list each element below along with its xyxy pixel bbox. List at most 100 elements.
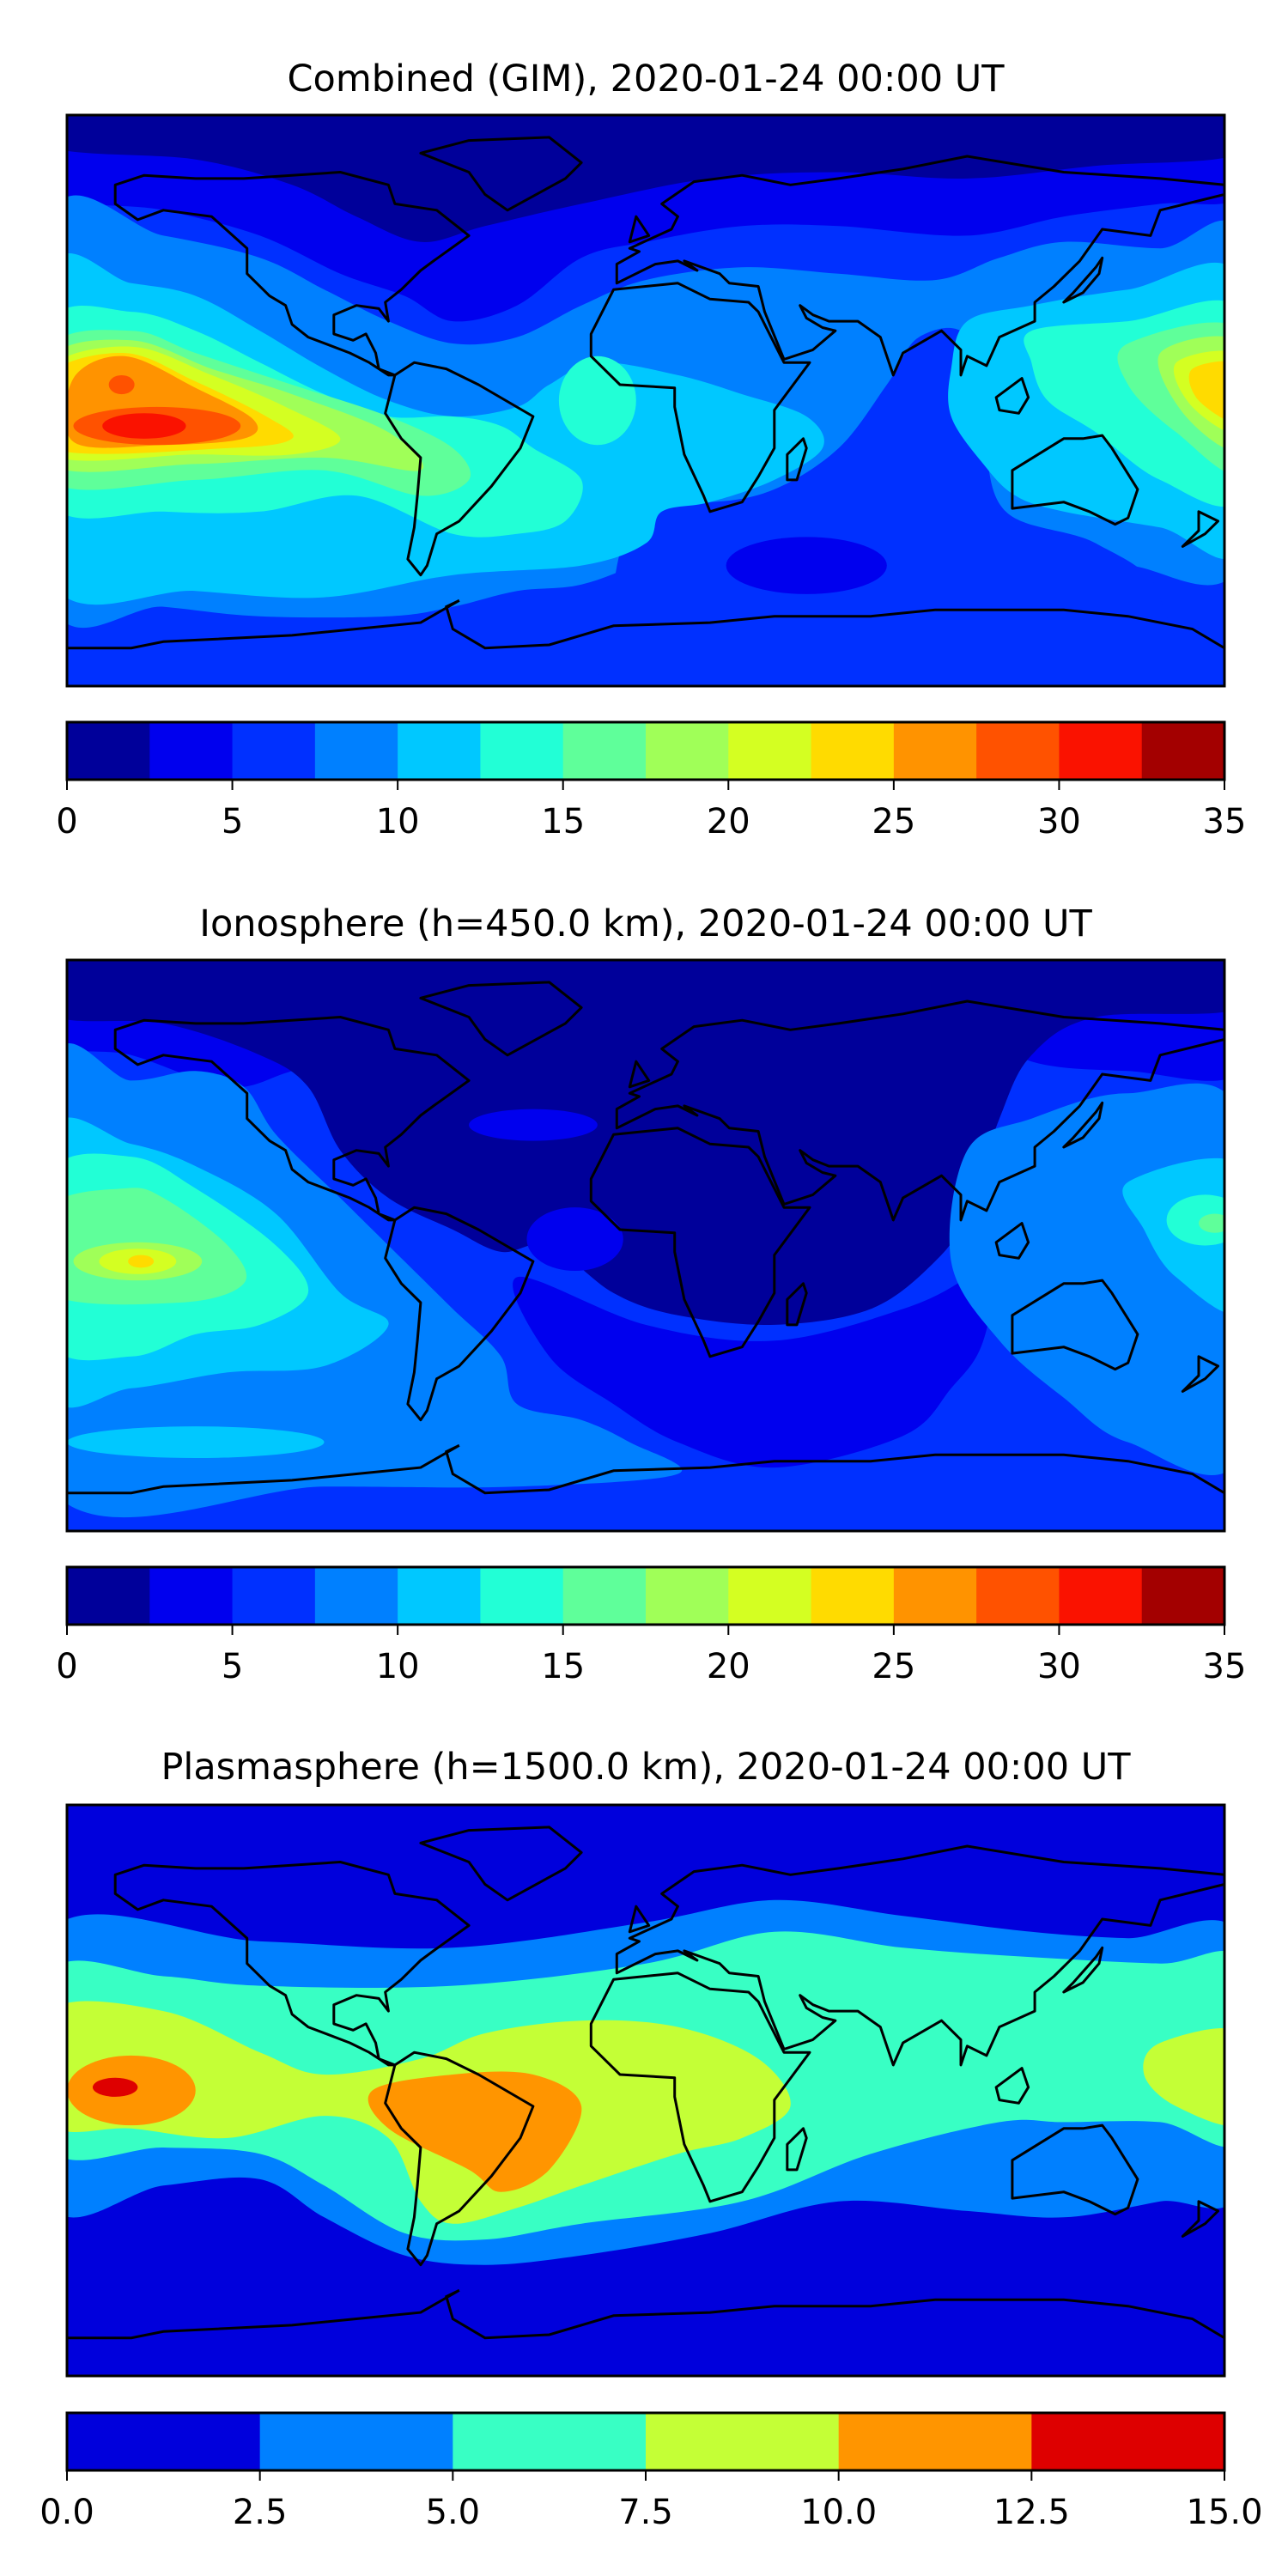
contour-fill-region: [67, 1426, 325, 1459]
contour-fill-region: [558, 355, 636, 446]
coastline-north-america: [113, 1016, 471, 1222]
panel-1-title: Combined (GIM), 2020-01-24 00:00 UT: [287, 58, 1005, 100]
contour-layer: [67, 960, 1224, 1531]
ionosphere-colorbar: 0 5 10 15 20 25 30 35: [56, 1565, 1246, 1686]
colorbar-segment: [149, 1567, 234, 1625]
map-frame: [65, 113, 1226, 688]
colorbar-tick-label: 10: [376, 802, 420, 841]
colorbar-segment: [1141, 1567, 1225, 1625]
coastline-japan: [1062, 1101, 1104, 1149]
contour-fill-region: [67, 115, 1224, 242]
colorbar-segment: [1141, 722, 1225, 780]
colorbar-tick-label: 20: [707, 802, 750, 841]
combined-colorbar: 0 5 10 15 20 25 30 35: [56, 720, 1246, 841]
colorbar-tick-label: 12.5: [993, 2493, 1070, 2532]
coastline-south-america: [384, 361, 535, 577]
contour-fill-region: [92, 2077, 138, 2097]
coastlines: [67, 1826, 1224, 2340]
coastline-borneo: [994, 2067, 1030, 2105]
coastline-africa: [589, 282, 811, 513]
coastline-uk: [628, 1905, 651, 1934]
contour-fill-region: [597, 327, 1179, 686]
coastline-madagascar: [786, 1282, 808, 1327]
coastline-eurasia: [615, 1844, 1224, 2067]
coastline-greenland: [419, 981, 583, 1057]
colorbar-frame: [65, 720, 1226, 781]
colorbar-tick-label: 7.5: [618, 2493, 673, 2532]
colorbar-segment: [67, 1567, 150, 1625]
coastline-antarctica: [67, 1443, 1224, 1495]
colorbar-segment: [259, 2413, 453, 2470]
colorbar-tick-label: 30: [1037, 1647, 1081, 1686]
colorbar-tick-label: 15: [541, 802, 585, 841]
coastline-australia: [1011, 2123, 1139, 2216]
contour-fill-region: [67, 1043, 683, 1518]
colorbar-segment: [232, 722, 316, 780]
coastline-north-america: [113, 171, 471, 377]
coastline-borneo: [994, 1222, 1030, 1260]
colorbar-tick-label: 5: [222, 1647, 243, 1686]
contour-fill-region: [726, 537, 887, 594]
ionosphere-map: [65, 958, 1226, 1533]
colorbar-tick-label: 0.0: [39, 2493, 94, 2532]
colorbar-segment: [1059, 722, 1143, 780]
contour-fill-region: [128, 1255, 155, 1268]
map-frame: [65, 958, 1226, 1533]
coastline-antarctica: [67, 2288, 1224, 2340]
coastline-africa: [589, 1971, 811, 2203]
coastline-japan: [1062, 1946, 1104, 1994]
contour-fill-region: [67, 960, 1224, 1326]
colorbar-segment: [728, 1567, 812, 1625]
colorbar-tick-label: 5.0: [426, 2493, 481, 2532]
colorbar-segment: [67, 2413, 261, 2470]
colorbar-segment: [67, 722, 150, 780]
contour-layer: [67, 1805, 1224, 2376]
colorbar-segment: [562, 1567, 647, 1625]
colorbar-segment: [398, 722, 481, 780]
colorbar-frame: [65, 1565, 1226, 1626]
coastline-africa: [589, 1127, 811, 1358]
plasmasphere-colorbar: 0.0 2.5 5.0 7.5 10.0 12.5 15.0: [39, 2411, 1263, 2532]
coastlines: [67, 136, 1224, 650]
colorbar-tick-label: 35: [1203, 1647, 1247, 1686]
colorbar-segment: [646, 1567, 729, 1625]
colorbar-segment: [232, 1567, 316, 1625]
coastline-madagascar: [786, 2127, 808, 2172]
coastline-eurasia: [615, 999, 1224, 1222]
plasmasphere-map: [65, 1803, 1226, 2378]
coastline-greenland: [419, 1826, 583, 1902]
coastlines: [67, 981, 1224, 1495]
coastline-greenland: [419, 136, 583, 212]
contour-fill-region: [526, 1207, 623, 1272]
colorbar-tick-label: 0: [56, 1647, 77, 1686]
colorbar-segment: [562, 722, 647, 780]
colorbar-tick-label: 2.5: [233, 2493, 288, 2532]
coastline-new-zealand: [1181, 510, 1219, 548]
colorbar-tick-label: 25: [872, 1647, 915, 1686]
contour-fill-region: [1199, 1213, 1224, 1233]
colorbar-tick-label: 15.0: [1186, 2493, 1262, 2532]
colorbar-segment: [480, 1567, 564, 1625]
contour-fill-region: [368, 2071, 582, 2192]
coastline-madagascar: [786, 437, 808, 482]
contour-fill-region: [1166, 1194, 1224, 1246]
contour-fill-region: [102, 413, 186, 439]
colorbar-segment: [1059, 1567, 1143, 1625]
colorbar-segment: [838, 2413, 1032, 2470]
map-frame: [65, 1803, 1226, 2378]
contour-layer: [67, 115, 1224, 686]
coastline-north-america: [113, 1861, 471, 2067]
coastline-japan: [1062, 256, 1104, 304]
coastline-new-zealand: [1181, 1355, 1219, 1393]
colorbar-segment: [811, 722, 895, 780]
colorbar-segment: [398, 1567, 481, 1625]
colorbar-segment: [728, 722, 812, 780]
contour-fill-region: [469, 1109, 598, 1141]
coastline-australia: [1011, 1279, 1139, 1371]
coastline-eurasia: [615, 155, 1224, 377]
contour-fill-region: [1188, 361, 1224, 420]
coastline-south-america: [384, 1206, 535, 1422]
colorbar-tick-label: 10: [376, 1647, 420, 1686]
contour-fill-region: [513, 1243, 1000, 1468]
colorbar-tick-label: 30: [1037, 802, 1081, 841]
